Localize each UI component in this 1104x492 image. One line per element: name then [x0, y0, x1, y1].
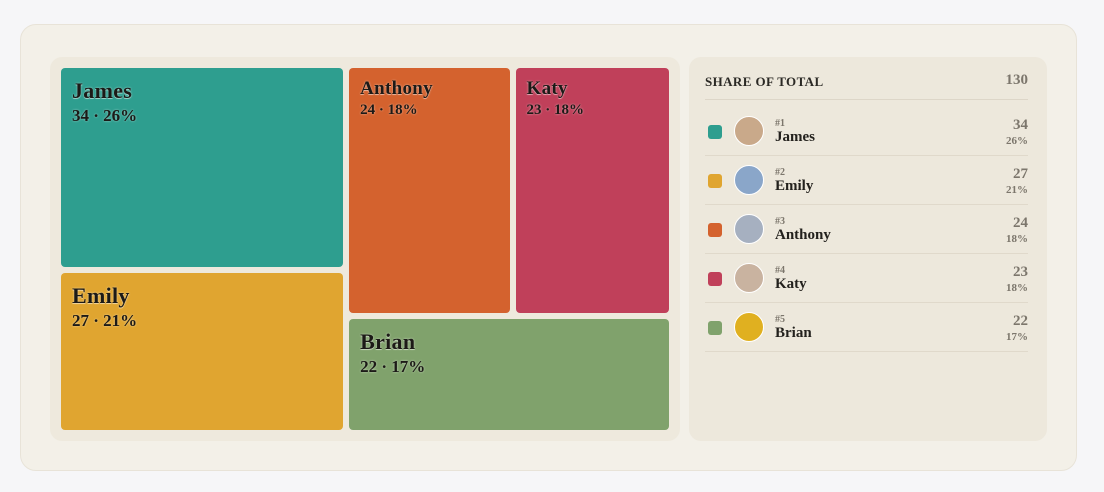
tile-name: Emily: [72, 283, 130, 309]
tile: Brian 22 · 17%: [349, 318, 669, 430]
legend-row: #1 James 34 26%: [705, 106, 1028, 156]
tile: Anthony 24 · 18%: [349, 68, 510, 313]
legend-value: 22: [1013, 313, 1028, 329]
legend-share: 18%: [1006, 282, 1028, 294]
total: 130: [1005, 72, 1029, 88]
sidebar-title: SHARE OF TOTAL: [705, 74, 824, 89]
legend-share: 17%: [1006, 331, 1028, 343]
legend-name: James: [775, 129, 815, 145]
legend-row: #3 Anthony 24 18%: [705, 204, 1028, 254]
rank: #4: [775, 265, 785, 276]
legend-value: 24: [1013, 215, 1028, 231]
legend-swatch: [708, 272, 722, 286]
legend-name: Emily: [775, 178, 814, 194]
tile: Katy 23 · 18%: [515, 68, 669, 313]
tile-name: James: [72, 78, 133, 103]
legend-swatch: [708, 223, 722, 237]
rank: #1: [775, 118, 785, 129]
legend-row: #4 Katy 23 18%: [705, 253, 1028, 303]
legend-share: 26%: [1006, 135, 1028, 147]
tile-value: 23 · 18%: [526, 102, 585, 118]
legend-share: 21%: [1006, 184, 1028, 196]
legend-row: #2 Emily 27 21%: [705, 155, 1028, 205]
legend-value: 27: [1013, 166, 1028, 182]
tile-value: 22 · 17%: [360, 356, 426, 376]
sidebar: SHARE OF TOTAL 130 #1 James 34 26% #2 Emily 27…: [689, 57, 1047, 441]
rank: #3: [775, 216, 785, 227]
avatar: [734, 116, 764, 146]
avatar: [734, 214, 764, 244]
legend-name: Katy: [775, 276, 807, 292]
legend-swatch: [708, 125, 722, 139]
sidebar-header: SHARE OF TOTAL 130: [705, 72, 1029, 100]
tile-name: Katy: [526, 78, 568, 99]
legend-name: Brian: [775, 325, 812, 341]
tile-value: 24 · 18%: [360, 102, 418, 118]
legend-value: 34: [1013, 117, 1028, 133]
legend-name: Anthony: [775, 227, 831, 243]
legend-row: #5 Brian 22 17%: [705, 302, 1028, 352]
avatar: [734, 312, 764, 342]
tile: Emily 27 · 21%: [61, 273, 344, 430]
avatar: [734, 165, 764, 195]
avatar: [734, 263, 764, 293]
tile-value: 34 · 26%: [72, 106, 138, 125]
legend-swatch: [708, 174, 722, 188]
tile-name: Brian: [360, 328, 416, 354]
legend-value: 23: [1013, 264, 1028, 280]
tile: James 34 · 26%: [61, 68, 344, 268]
legend-swatch: [708, 321, 722, 335]
rank: #5: [775, 314, 785, 325]
tile-name: Anthony: [360, 78, 433, 99]
legend-share: 18%: [1006, 233, 1028, 245]
rank: #2: [775, 167, 785, 178]
tile-value: 27 · 21%: [72, 311, 138, 331]
